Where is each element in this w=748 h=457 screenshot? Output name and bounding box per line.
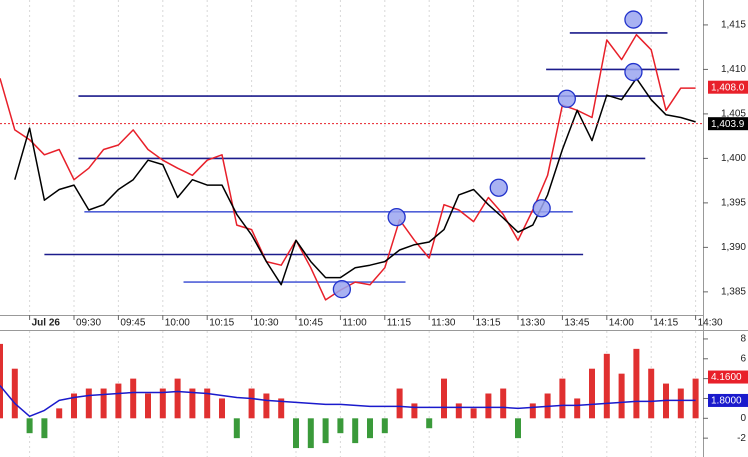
- bar: [603, 353, 610, 419]
- bar: [692, 378, 699, 419]
- price-badge: [708, 393, 748, 407]
- bar: [56, 408, 63, 419]
- bar: [574, 398, 581, 419]
- marker: [624, 10, 643, 29]
- marker: [332, 280, 352, 299]
- bar: [322, 418, 329, 444]
- bar: [130, 378, 137, 419]
- bar: [85, 388, 92, 419]
- price-badge-label: 1,408.0: [711, 82, 745, 93]
- y-tick-label: 1,390: [721, 242, 746, 253]
- x-tick-label: 13:30: [520, 318, 545, 329]
- bar: [233, 418, 240, 439]
- bar: [515, 418, 521, 439]
- price-badge: [708, 117, 748, 131]
- bar: [411, 403, 418, 419]
- bar: [278, 398, 285, 419]
- y-tick-label: 1,385: [721, 287, 746, 298]
- bar: [115, 383, 122, 419]
- bar: [307, 418, 314, 449]
- bar: [589, 368, 595, 419]
- bar: [11, 368, 18, 419]
- bar: [26, 418, 33, 434]
- bar: [485, 393, 492, 419]
- bar: [559, 378, 566, 419]
- bar: [189, 388, 196, 419]
- marker: [532, 199, 551, 218]
- price-badge: [708, 80, 748, 94]
- x-tick-label: 10:15: [209, 318, 234, 329]
- x-tick-label: 13:45: [564, 318, 589, 329]
- x-tick-label: 13:15: [476, 318, 501, 329]
- bar: [455, 403, 462, 419]
- x-tick-label: 09:45: [120, 318, 145, 329]
- y-tick-label: -2: [737, 433, 746, 444]
- y-tick-label: 1,415: [721, 20, 746, 31]
- bar: [100, 388, 107, 419]
- bar: [677, 388, 684, 419]
- bar: [0, 343, 3, 419]
- marker: [489, 178, 508, 197]
- series-line: [14, 77, 696, 286]
- price-badge-label: 4.1600: [711, 372, 742, 383]
- x-tick-label: 10:45: [298, 318, 323, 329]
- x-tick-label: Jul 26: [32, 318, 61, 329]
- series-line: [0, 385, 696, 418]
- y-tick-label: 1,410: [721, 64, 746, 75]
- bar: [337, 418, 344, 434]
- bar: [381, 418, 388, 434]
- y-tick-label: 1,405: [721, 109, 746, 120]
- x-tick-label: 11:15: [387, 318, 412, 329]
- bar: [219, 398, 225, 419]
- bar: [159, 388, 166, 419]
- bar: [470, 408, 477, 419]
- x-tick-label: 11:00: [342, 318, 367, 329]
- y-tick-label: 1,400: [721, 153, 746, 164]
- bar: [500, 388, 507, 419]
- marker: [557, 89, 576, 108]
- marker: [624, 62, 643, 82]
- bar: [367, 418, 373, 439]
- bar: [618, 373, 625, 419]
- y-tick-label: 0: [740, 413, 746, 424]
- x-tick-label: 14:30: [698, 318, 723, 329]
- bar: [174, 378, 181, 419]
- bar: [648, 368, 655, 419]
- x-tick-label: 11:30: [431, 318, 456, 329]
- price-badge: [708, 370, 748, 384]
- x-tick-label: 14:00: [609, 318, 634, 329]
- price-badge-label: 1,403.9: [711, 119, 745, 130]
- bar: [248, 388, 255, 419]
- bar: [204, 388, 211, 419]
- x-tick-label: 10:30: [254, 318, 279, 329]
- bar: [145, 393, 151, 419]
- x-tick-label: 10:00: [165, 318, 190, 329]
- x-tick-label: 14:15: [653, 318, 678, 329]
- bar: [633, 348, 640, 419]
- y-tick-label: 8: [740, 334, 746, 345]
- bar: [426, 418, 433, 429]
- bar: [293, 418, 299, 449]
- bar: [41, 418, 48, 439]
- price-badge-label: 1.8000: [711, 396, 742, 407]
- y-tick-label: 6: [740, 353, 746, 364]
- bar: [352, 418, 359, 444]
- x-tick-label: 09:30: [76, 318, 101, 329]
- marker: [387, 207, 406, 227]
- bar: [529, 403, 536, 419]
- bar: [441, 378, 447, 419]
- y-tick-label: 1,395: [721, 198, 746, 209]
- bar: [71, 393, 77, 419]
- bar: [396, 388, 403, 419]
- bar: [263, 393, 270, 419]
